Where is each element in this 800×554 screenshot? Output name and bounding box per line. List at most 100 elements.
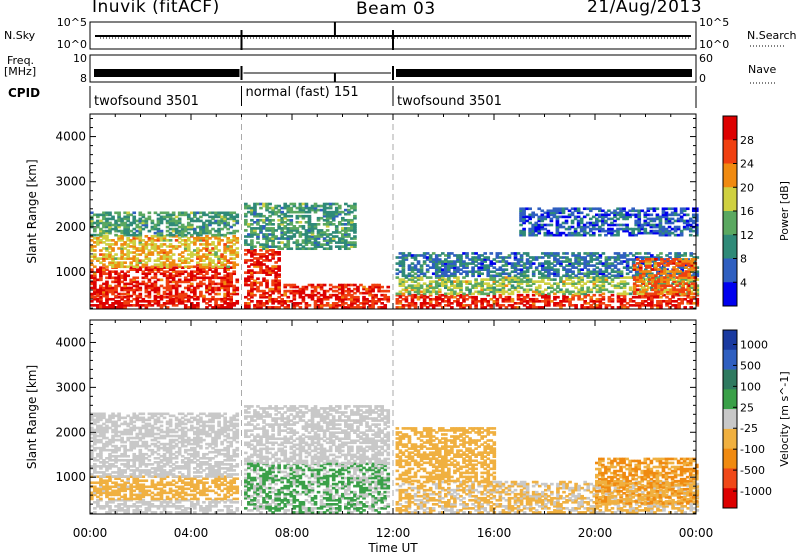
power-cell <box>453 286 457 290</box>
power-cell <box>571 295 575 299</box>
power-cell <box>162 243 167 246</box>
power-cell <box>419 268 424 272</box>
power-cell <box>265 235 269 238</box>
power-cell <box>507 262 512 265</box>
power-cell <box>108 247 112 250</box>
power-cell <box>325 247 330 251</box>
power-cell <box>328 210 333 214</box>
power-cell <box>434 284 439 288</box>
power-cell <box>135 237 140 240</box>
power-cell <box>135 304 140 307</box>
power-cell <box>162 266 167 269</box>
power-cell <box>277 204 281 208</box>
power-cell <box>283 233 288 236</box>
power-cell <box>377 289 381 293</box>
power-cell <box>196 304 200 307</box>
power-cell <box>656 288 660 292</box>
power-cell <box>640 276 645 279</box>
power-cell <box>334 210 339 214</box>
power-cell <box>156 219 161 223</box>
power-cell <box>253 233 257 236</box>
power-cell <box>277 302 281 305</box>
power-cell <box>105 221 109 225</box>
power-cell <box>129 257 134 260</box>
power-cell <box>677 292 681 296</box>
power-cell <box>226 237 230 240</box>
power-cell <box>102 272 106 276</box>
power-cell <box>440 264 445 267</box>
power-cell <box>419 290 424 294</box>
power-cell <box>199 211 203 215</box>
power-cell <box>525 299 530 303</box>
power-cell <box>347 218 351 222</box>
power-cell <box>193 243 197 246</box>
power-cell <box>268 299 272 303</box>
power-cell <box>331 306 336 309</box>
power-cell <box>232 243 237 246</box>
power-cell <box>340 216 345 220</box>
power-cell <box>386 295 391 299</box>
power-cell <box>301 287 306 291</box>
power-cell <box>259 304 263 307</box>
power-cell <box>498 260 503 263</box>
power-cell <box>650 286 654 290</box>
power-cell <box>256 214 260 218</box>
power-cell <box>256 233 260 236</box>
power-cell <box>444 292 448 296</box>
power-cell <box>425 288 430 292</box>
power-cell <box>168 302 173 305</box>
power-cell <box>226 249 230 252</box>
power-cell <box>250 208 254 212</box>
power-cell <box>531 302 536 305</box>
power-cell <box>428 258 433 261</box>
power-cell <box>117 295 121 299</box>
power-cell <box>456 254 460 257</box>
power-cell <box>528 280 533 283</box>
power-cell <box>462 297 466 301</box>
power-cell <box>622 299 627 303</box>
power-cell <box>459 302 463 305</box>
power-cell <box>501 268 506 272</box>
power-cell <box>419 278 424 281</box>
power-cell <box>577 280 581 283</box>
power-cell <box>93 288 97 292</box>
power-cell <box>428 284 433 288</box>
power-cell <box>353 223 357 226</box>
power-cell <box>440 293 445 297</box>
power-cell <box>199 263 203 267</box>
power-cell <box>340 237 345 240</box>
power-cell <box>226 259 230 262</box>
power-cell <box>571 270 575 274</box>
power-cell <box>431 258 436 261</box>
power-cell <box>147 270 152 274</box>
power-cell <box>395 276 400 279</box>
power-cell <box>217 292 221 296</box>
power-cell <box>217 306 221 309</box>
power-cell <box>547 282 551 285</box>
power-cell <box>292 306 297 309</box>
power-cell <box>205 255 209 258</box>
power-cell <box>247 248 251 252</box>
power-cell <box>153 288 158 292</box>
power-cell <box>328 241 333 244</box>
power-cell <box>340 283 345 287</box>
power-cell <box>180 223 185 227</box>
power-ylabel: Slant Range [km] <box>25 159 39 263</box>
power-cell <box>425 302 430 305</box>
power-cell <box>289 285 294 289</box>
power-cell <box>340 291 345 295</box>
power-cell <box>631 299 636 303</box>
power-cell <box>347 241 351 244</box>
power-cell <box>217 221 221 225</box>
power-cell <box>277 241 281 244</box>
power-cell <box>132 265 137 269</box>
power-cell <box>498 304 503 307</box>
power-cell <box>580 297 584 301</box>
power-cell <box>174 219 179 223</box>
power-cell <box>622 290 627 294</box>
power-cell <box>686 295 691 299</box>
power-cell <box>280 220 285 224</box>
power-cell <box>229 245 234 248</box>
power-cell <box>301 233 306 236</box>
power-cell <box>247 275 251 279</box>
